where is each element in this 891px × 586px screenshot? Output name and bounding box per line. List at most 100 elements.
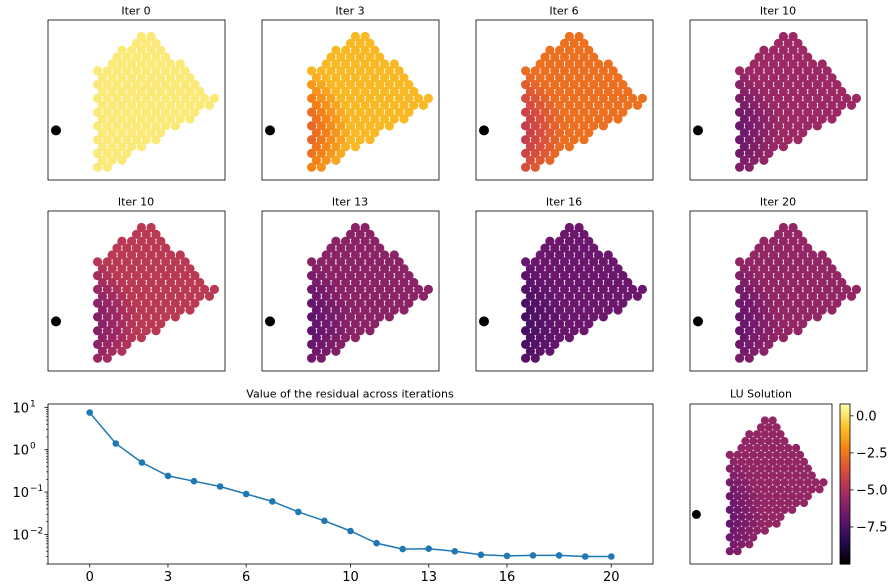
grid-point — [326, 257, 336, 267]
grid-point — [375, 93, 385, 103]
grid-point — [594, 277, 604, 288]
grid-point — [185, 305, 195, 315]
grid-point — [102, 135, 112, 145]
grid-point — [190, 298, 200, 308]
grid-point — [384, 284, 394, 294]
grid-point — [316, 121, 326, 131]
grid-point — [753, 512, 762, 521]
grid-point — [350, 86, 360, 97]
grid-point — [389, 264, 399, 274]
grid-point — [754, 52, 764, 62]
grid-point — [603, 264, 613, 274]
grid-point — [151, 66, 161, 76]
grid-point — [341, 128, 351, 138]
grid-point — [336, 80, 346, 90]
grid-point — [146, 100, 156, 110]
grid-point — [350, 100, 360, 110]
grid-point — [521, 121, 531, 131]
grid-point — [764, 437, 773, 446]
grid-point — [146, 114, 156, 124]
grid-point — [127, 291, 137, 301]
grid-point — [161, 93, 171, 103]
grid-point — [530, 135, 540, 145]
grid-point — [418, 100, 429, 110]
grid-point — [151, 284, 161, 294]
grid-point — [360, 114, 370, 124]
grid-point — [795, 450, 805, 459]
grid-point — [117, 333, 127, 343]
grid-point — [525, 346, 536, 356]
grid-point — [764, 326, 774, 336]
grid-point — [336, 298, 346, 308]
grid-point — [769, 142, 779, 152]
heatmap-panel-iter-6: Iter 6 — [475, 5, 654, 181]
panel-frame — [47, 210, 226, 372]
grid-point — [521, 66, 531, 76]
grid-point — [603, 250, 613, 260]
grid-point — [112, 52, 122, 62]
grid-point — [331, 305, 341, 315]
grid-point — [772, 464, 781, 473]
grid-point — [555, 100, 565, 110]
grid-point — [375, 107, 385, 117]
grid-point — [521, 135, 531, 145]
grid-point — [166, 114, 176, 124]
grid-point — [423, 284, 433, 294]
grid-point — [798, 73, 808, 83]
grid-point — [574, 100, 584, 110]
grid-point — [112, 66, 122, 76]
grid-point — [380, 250, 390, 260]
grid-point — [741, 505, 750, 514]
grid-point — [331, 250, 341, 260]
grid-point — [776, 443, 785, 453]
grid-point — [744, 312, 754, 322]
grid-point — [389, 291, 399, 301]
grid-point — [803, 107, 813, 117]
grid-point — [530, 80, 540, 90]
grid-point — [760, 457, 770, 466]
colorbar-segment — [840, 412, 850, 415]
grid-point — [780, 478, 789, 487]
grid-point — [97, 73, 107, 83]
grid-point — [117, 73, 127, 83]
grid-point — [564, 222, 575, 233]
grid-point — [525, 73, 536, 83]
grid-point — [525, 305, 536, 315]
grid-point — [195, 291, 205, 301]
grid-point — [798, 100, 808, 110]
grid-point — [754, 93, 764, 103]
grid-point — [832, 93, 842, 103]
grid-point — [737, 485, 746, 494]
grid-point — [603, 73, 613, 83]
panel-frame — [47, 19, 226, 181]
panel-title: Iter 10 — [118, 196, 154, 209]
grid-point — [778, 264, 789, 274]
grid-point — [136, 305, 146, 315]
grid-point — [166, 277, 176, 288]
grid-point — [131, 243, 142, 253]
grid-point — [93, 135, 103, 145]
panel-frame — [261, 210, 440, 372]
grid-point — [166, 59, 176, 69]
grid-point — [584, 319, 594, 329]
grid-point — [102, 326, 112, 336]
grid-point — [764, 519, 773, 528]
grid-point — [749, 464, 758, 473]
grid-point — [739, 264, 750, 274]
grid-point — [355, 312, 365, 322]
grid-point — [414, 93, 424, 103]
grid-point — [350, 222, 360, 233]
grid-point — [341, 142, 351, 152]
grid-point — [141, 312, 151, 322]
grid-point — [832, 271, 842, 281]
grid-point — [336, 284, 346, 294]
grid-point — [555, 305, 565, 315]
grid-point — [735, 271, 745, 281]
grid-point — [817, 114, 827, 124]
grid-point — [745, 485, 754, 494]
grid-point — [521, 257, 531, 267]
colorbar-segment — [840, 504, 850, 507]
grid-point — [772, 437, 781, 446]
grid-point — [793, 271, 803, 281]
grid-point — [808, 277, 818, 288]
